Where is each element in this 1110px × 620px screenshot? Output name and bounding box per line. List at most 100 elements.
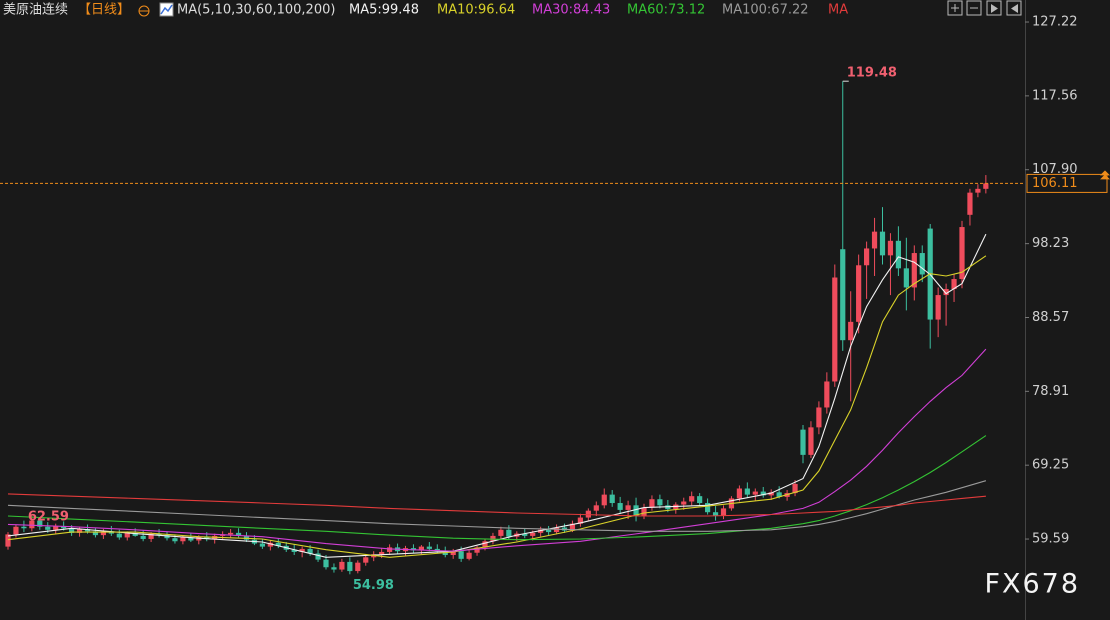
candle-body: [363, 557, 369, 563]
candle-body: [498, 529, 504, 536]
ma-icon: [160, 4, 173, 15]
candle-body: [689, 496, 695, 502]
candle-body: [69, 528, 75, 533]
candle-body: [76, 529, 83, 533]
candle-body: [649, 499, 655, 508]
legend-entry: MA: [828, 3, 848, 18]
header: 美原油连续 【日线】 MA(5,10,30,60,100,200): [3, 2, 335, 18]
y-tick-label: 59.59: [1032, 532, 1069, 547]
candle-body: [546, 529, 552, 533]
candle-body: [5, 534, 11, 547]
candle-body: [840, 249, 846, 341]
y-tick-label: 127.22: [1032, 15, 1078, 30]
current-price-box: [1026, 173, 1108, 193]
candle-body: [887, 240, 894, 256]
candle-body: [601, 494, 607, 506]
candle-body: [331, 567, 337, 570]
candle-body: [919, 253, 925, 275]
candle-body: [816, 407, 822, 428]
candle-body: [148, 533, 154, 539]
candle-body: [824, 381, 830, 408]
candle-body: [339, 561, 345, 570]
period[interactable]: 【日线】: [78, 3, 130, 18]
candle-body: [856, 265, 862, 322]
candle-body: [92, 531, 99, 536]
ma-line: [7, 233, 987, 558]
candle-body: [21, 526, 27, 529]
current-price-arrow: [1100, 170, 1110, 180]
candle-body: [935, 295, 941, 320]
back-button[interactable]: [1006, 0, 1022, 16]
candle-body: [983, 183, 989, 189]
candle-body: [482, 541, 488, 548]
y-tick-label: 117.56: [1032, 88, 1078, 103]
candle-body: [116, 533, 122, 538]
candle-body: [243, 535, 250, 540]
candle-body: [792, 483, 798, 494]
ma-params: MA(5,10,30,60,100,200): [177, 3, 335, 18]
y-tick-label: 78.91: [1032, 384, 1069, 399]
candle-body: [355, 562, 361, 572]
legend-entry: MA30:84.43: [532, 3, 610, 18]
candle-body: [951, 279, 957, 289]
candle-body: [474, 547, 480, 553]
candle-body: [752, 491, 758, 495]
candle-body: [736, 488, 742, 499]
zoom-out-button[interactable]: [966, 0, 982, 16]
candle-body: [768, 492, 774, 496]
candle-body: [204, 536, 210, 539]
candle-body: [832, 277, 838, 382]
candle-body: [291, 549, 297, 552]
watermark: FX678: [984, 569, 1080, 600]
candle-body: [45, 526, 51, 530]
ma-line: [7, 493, 986, 517]
candle-body: [29, 520, 35, 529]
candle-body: [967, 192, 973, 215]
candle-body: [172, 538, 178, 542]
candle-body: [617, 503, 623, 510]
candle-body: [609, 494, 615, 504]
candle-body: [267, 542, 273, 547]
candle-body: [911, 253, 917, 288]
play-icon: [991, 4, 998, 13]
candle-body: [720, 508, 727, 517]
candle-body: [593, 505, 599, 511]
candle-body: [506, 529, 512, 537]
candle-body: [180, 537, 186, 542]
candle-body: [235, 532, 242, 536]
current-price-label: 106.11: [1032, 176, 1078, 191]
candle-body: [164, 535, 170, 539]
candle-body: [315, 553, 321, 560]
candle-body: [895, 240, 901, 269]
candle-body: [188, 537, 194, 541]
candle-body: [426, 546, 432, 549]
candle-body: [13, 526, 19, 535]
candle-body: [466, 552, 472, 559]
high-label: 62.59: [28, 510, 69, 525]
candle-body: [100, 531, 106, 536]
candle-body: [776, 492, 782, 497]
candle-body: [697, 496, 703, 504]
candle-body: [585, 510, 591, 518]
candle-body: [848, 321, 854, 341]
candle-body: [633, 505, 639, 517]
low-label: 54.98: [353, 578, 394, 593]
candle-body: [418, 546, 424, 551]
candle-body: [625, 505, 631, 510]
candle-body: [299, 548, 305, 552]
candle-body: [657, 499, 663, 506]
candle-body: [53, 525, 59, 530]
max-label: 119.48: [847, 66, 897, 81]
candle-body: [879, 231, 886, 256]
candle-body: [387, 547, 393, 552]
play-button[interactable]: [986, 0, 1002, 16]
candle-body: [553, 527, 560, 533]
candle-body: [522, 533, 528, 536]
candle-body: [538, 529, 544, 533]
candle-body: [323, 559, 329, 568]
candle-body: [458, 551, 464, 559]
zoom-in-button[interactable]: [947, 0, 963, 16]
candle-body: [641, 507, 647, 517]
